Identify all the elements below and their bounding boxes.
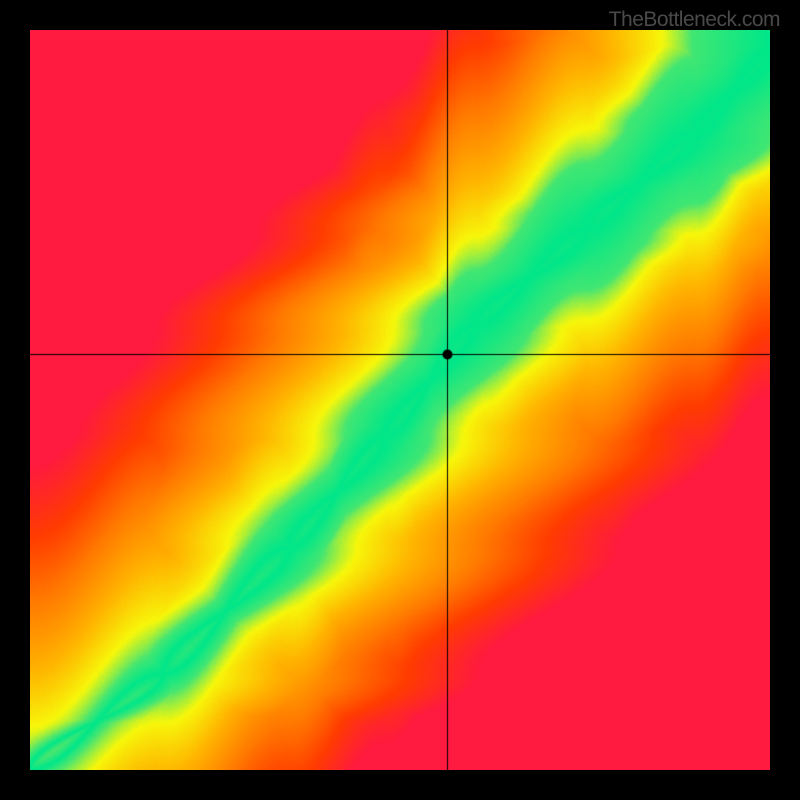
bottleneck-heatmap (30, 30, 770, 770)
crosshair-overlay (30, 30, 770, 770)
watermark-text: TheBottleneck.com (609, 8, 780, 32)
